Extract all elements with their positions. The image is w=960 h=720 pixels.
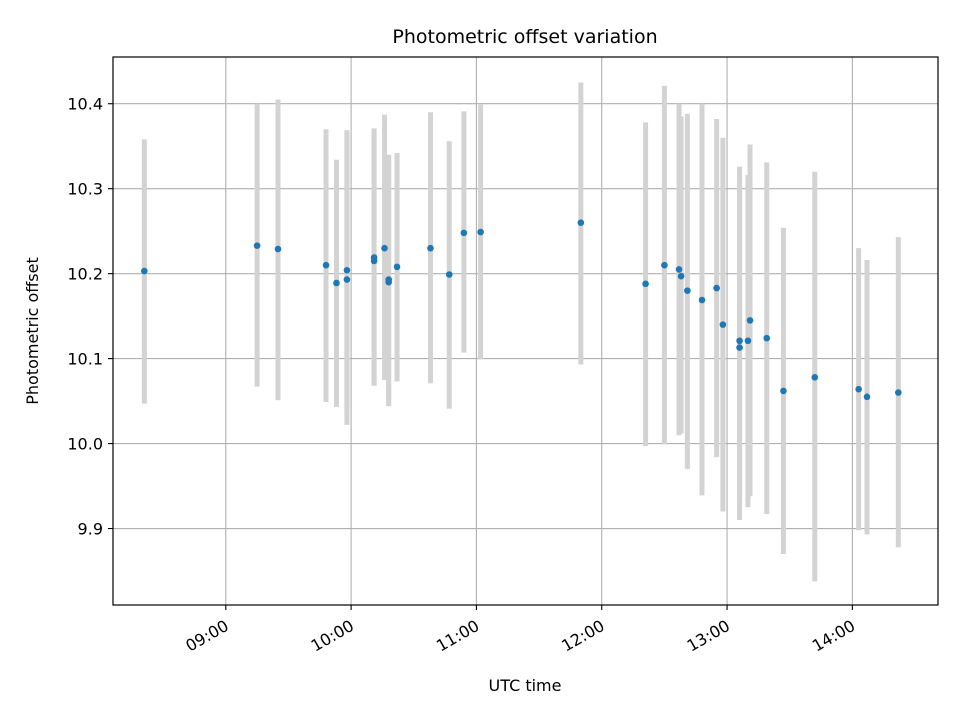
- data-point: [855, 385, 862, 393]
- y-tick-label: 10.0: [67, 435, 103, 454]
- data-point: [684, 287, 691, 294]
- data-point: [736, 337, 743, 345]
- data-point: [811, 374, 819, 381]
- data-point: [895, 389, 902, 396]
- x-tick-label: 13:00: [684, 616, 733, 656]
- data-point: [477, 228, 484, 236]
- data-point: [343, 266, 351, 274]
- x-tick-label: 10:00: [308, 616, 357, 656]
- data-point: [253, 242, 261, 249]
- data-point: [460, 229, 468, 237]
- data-point: [763, 334, 771, 342]
- y-axis-label: Photometric offset: [23, 257, 42, 405]
- x-tick-label: 14:00: [809, 616, 858, 656]
- data-point: [393, 263, 401, 271]
- data-point: [661, 261, 668, 269]
- data-point: [274, 245, 282, 253]
- chart-title: Photometric offset variation: [392, 26, 657, 48]
- data-point: [385, 276, 392, 283]
- data-point: [744, 337, 752, 345]
- data-point: [445, 271, 453, 278]
- x-axis-label: UTC time: [489, 676, 562, 695]
- data-points: [141, 219, 902, 401]
- grid: [113, 57, 938, 605]
- data-point: [713, 284, 720, 292]
- x-tick-label: 09:00: [182, 616, 231, 656]
- data-point: [675, 266, 683, 273]
- y-tick-label: 10.3: [67, 180, 103, 199]
- plot-frame: [112, 56, 939, 606]
- error-bars: [141, 82, 901, 582]
- data-point: [343, 276, 351, 283]
- y-tick-label: 10.2: [67, 265, 103, 284]
- data-point: [427, 244, 434, 252]
- data-point: [677, 272, 685, 280]
- y-tick-label: 9.9: [78, 520, 103, 539]
- y-tick-label: 10.1: [67, 350, 103, 369]
- data-point: [863, 393, 871, 401]
- x-tick-label: 11:00: [433, 616, 482, 656]
- data-point: [736, 344, 743, 351]
- data-point: [370, 254, 378, 261]
- data-point: [719, 321, 727, 328]
- data-point: [333, 279, 340, 287]
- data-point: [141, 267, 148, 275]
- data-point: [746, 317, 754, 324]
- data-point: [322, 261, 330, 269]
- data-point: [698, 296, 706, 304]
- data-point: [780, 387, 787, 395]
- y-tick-label: 10.4: [67, 95, 103, 114]
- data-point: [642, 280, 649, 288]
- data-point: [577, 219, 585, 226]
- data-point: [381, 244, 388, 252]
- x-tick-label: 12:00: [558, 616, 607, 656]
